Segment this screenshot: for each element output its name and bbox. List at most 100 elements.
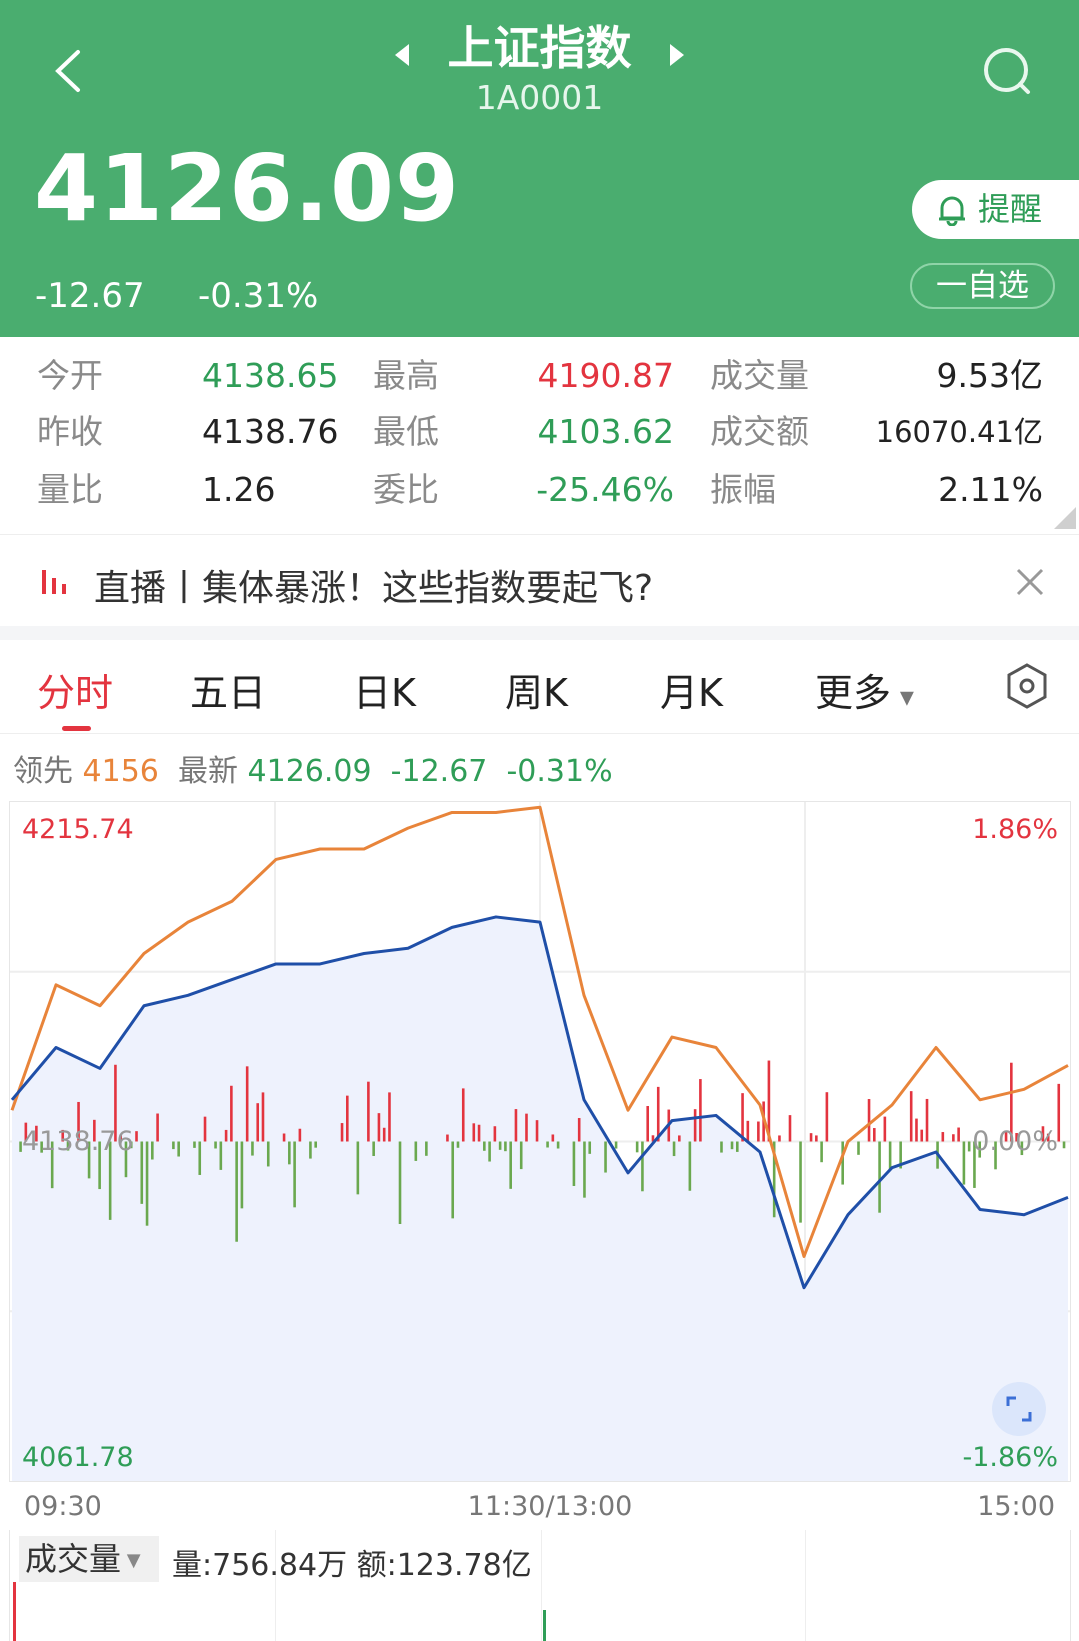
- price-change: -12.67: [35, 276, 145, 316]
- expand-corner-icon[interactable]: [1054, 507, 1076, 529]
- stat-value: 4138.65: [202, 356, 339, 395]
- diff-bar: [372, 1141, 375, 1156]
- stat-label: 委比: [373, 470, 439, 509]
- diff-bar: [108, 1141, 112, 1220]
- diff-bar: [114, 1064, 117, 1142]
- diff-bar: [772, 1141, 776, 1218]
- diff-bar: [214, 1141, 217, 1149]
- close-icon[interactable]: [1015, 567, 1045, 597]
- diff-bar: [525, 1113, 528, 1142]
- add-watchlist-button[interactable]: 一自选: [910, 263, 1055, 309]
- diff-bar: [346, 1095, 349, 1142]
- diff-bar: [915, 1118, 918, 1142]
- diff-bar: [909, 1091, 913, 1142]
- stat-value: 1.26: [202, 470, 276, 509]
- diff-bar: [203, 1116, 207, 1142]
- diff-bar: [551, 1134, 555, 1142]
- diff-bar: [398, 1141, 402, 1224]
- lead-label: 领先: [13, 754, 73, 789]
- volume-summary: 量:756.84万 额:123.78亿: [172, 1548, 532, 1583]
- volume-indicator-select[interactable]: 成交量 ▼: [19, 1536, 159, 1582]
- stat-value: 9.53亿: [936, 356, 1043, 395]
- diff-bar: [720, 1141, 723, 1153]
- diff-bar: [757, 1121, 760, 1142]
- x-tick-midday: 11:30/13:00: [467, 1491, 633, 1522]
- diff-bar: [1062, 1141, 1066, 1149]
- stat-label: 成交量: [710, 356, 809, 395]
- diff-bar: [282, 1133, 286, 1142]
- diff-bar: [156, 1113, 159, 1142]
- diff-bar: [414, 1141, 418, 1161]
- diff-bar: [367, 1081, 370, 1142]
- diff-bar: [1046, 1133, 1050, 1142]
- next-index-icon[interactable]: [668, 44, 686, 66]
- diff-bar: [66, 1141, 70, 1151]
- diff-bar: [815, 1135, 818, 1142]
- lead-value: 4156: [82, 754, 159, 789]
- alert-label: 提醒: [978, 190, 1043, 228]
- tab-2[interactable]: 日K: [353, 662, 416, 717]
- diff-bar: [193, 1141, 196, 1148]
- alert-button[interactable]: 提醒: [912, 180, 1079, 239]
- tab-4[interactable]: 月K: [660, 662, 723, 717]
- diff-bar: [514, 1109, 518, 1142]
- fullscreen-button[interactable]: [992, 1382, 1046, 1436]
- diff-bar: [678, 1135, 681, 1142]
- stat-value: 4190.87: [537, 356, 674, 395]
- diff-bar: [240, 1141, 244, 1209]
- diff-bar: [672, 1141, 676, 1157]
- tab-5[interactable]: 更多 ▾: [815, 662, 914, 717]
- diff-bar: [735, 1141, 739, 1152]
- diff-bar: [498, 1141, 502, 1150]
- intraday-chart[interactable]: 4215.74 1.86% 4138.76 0.00% 4061.78 -1.8…: [9, 801, 1071, 1482]
- diff-bar: [388, 1092, 391, 1142]
- diff-bar: [119, 1134, 122, 1142]
- diff-bar: [973, 1141, 976, 1188]
- pct-max-label: 1.86%: [972, 814, 1058, 845]
- tab-1[interactable]: 五日: [190, 662, 266, 717]
- diff-bar: [962, 1141, 966, 1185]
- prev-index-icon[interactable]: [393, 44, 411, 66]
- diff-bar: [261, 1092, 265, 1142]
- chevron-left-icon[interactable]: [50, 48, 86, 94]
- settings-icon[interactable]: [1004, 662, 1050, 710]
- diff-bar: [309, 1141, 312, 1159]
- diff-bar: [224, 1129, 228, 1142]
- tab-label: 日K: [353, 671, 416, 715]
- diff-bar: [40, 1141, 43, 1153]
- diff-bar: [941, 1132, 945, 1142]
- tab-3[interactable]: 周K: [505, 662, 568, 717]
- latest-label: 最新: [177, 754, 238, 789]
- diff-bar: [266, 1141, 270, 1167]
- banner-text: 直播丨集体暴涨！这些指数要起飞?: [94, 568, 654, 609]
- diff-bar: [256, 1103, 260, 1142]
- live-bars-icon: [42, 570, 66, 594]
- diff-bar: [446, 1134, 449, 1142]
- diff-bar: [314, 1141, 317, 1148]
- diff-bar: [1041, 1126, 1045, 1142]
- diff-bar: [219, 1141, 223, 1170]
- diff-bar: [35, 1125, 38, 1142]
- stat-label: 量比: [37, 470, 103, 509]
- leading-line: [10, 805, 1069, 1258]
- diff-bar: [577, 1118, 581, 1142]
- diff-bar: [177, 1141, 180, 1157]
- caret-down-icon: ▾: [891, 680, 914, 713]
- diff-bar: [172, 1141, 175, 1150]
- diff-bar: [925, 1098, 929, 1142]
- diff-bar: [546, 1141, 549, 1148]
- diff-bar: [867, 1099, 871, 1142]
- search-icon[interactable]: [982, 46, 1034, 98]
- diff-bar: [967, 1141, 971, 1152]
- diff-bar: [504, 1141, 507, 1152]
- diff-bar: [635, 1141, 639, 1153]
- diff-bar: [656, 1086, 660, 1142]
- diff-bar: [98, 1141, 101, 1190]
- price-change-pct: -0.31%: [198, 276, 319, 316]
- diff-bar: [583, 1141, 586, 1198]
- diff-bar: [825, 1092, 829, 1142]
- tab-0[interactable]: 分时: [37, 662, 113, 717]
- diff-bar: [878, 1141, 881, 1213]
- tab-label: 五日: [190, 671, 267, 715]
- volume-bar: [13, 1582, 16, 1641]
